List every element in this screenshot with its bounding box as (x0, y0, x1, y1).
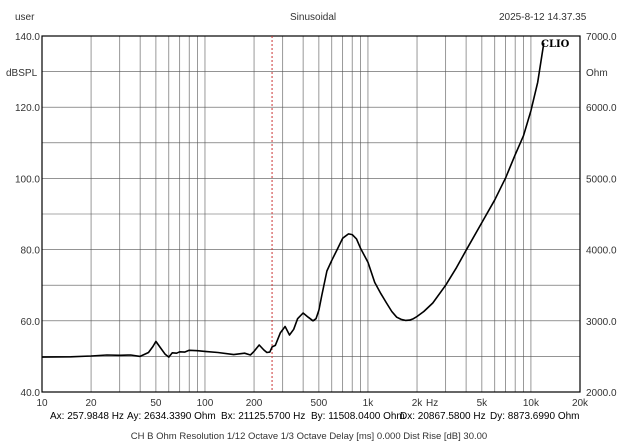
y2-tick-label: 7000.0 (586, 32, 617, 43)
y2-tick-label: 2000.0 (586, 388, 617, 399)
header-center: Sinusoidal (290, 12, 337, 23)
series-layer (41, 42, 545, 358)
x-tick-label: 2k (412, 398, 424, 409)
cursor-a-x: Ax: 257.9848 Hz (50, 411, 124, 422)
header-left: user (15, 12, 35, 23)
x-tick-label: 10 (36, 398, 48, 409)
y-tick-label: 140.0 (15, 32, 40, 43)
clio-logo: CLIO (541, 39, 570, 50)
cursor-delta-x: Dx: 20867.5800 Hz (400, 411, 486, 422)
cursor-delta-y: Dy: 8873.6990 Ohm (490, 411, 580, 422)
x-tick-label: 20k (572, 398, 589, 409)
header-right: 2025-8-12 14.37.35 (499, 12, 587, 23)
cursor-a-y: Ay: 2634.3390 Ohm (127, 411, 216, 422)
y2-tick-label: 4000.0 (586, 246, 617, 257)
cursor-readouts: Ax: 257.9848 Hz Ay: 2634.3390 Ohm Bx: 21… (0, 411, 618, 425)
x-tick-label: 10k (523, 398, 540, 409)
x-tick-label: 20 (85, 398, 97, 409)
cursor-b-x: Bx: 21125.5700 Hz (221, 411, 306, 422)
y-tick-label: 40.0 (21, 388, 41, 399)
x-tick-label: 50 (150, 398, 162, 409)
y-tick-label: 100.0 (15, 174, 40, 185)
tick-labels: 10 20 50 100 200 500 1k 2k 5k 10k 20k 40.0 60.0 80.0 1… (15, 32, 617, 409)
impedance-curve (41, 42, 545, 358)
y2-axis-label: Ohm (586, 68, 608, 79)
x-tick-label: 100 (197, 398, 214, 409)
y2-tick-label: 3000.0 (586, 317, 617, 328)
y-tick-label: 80.0 (21, 246, 41, 257)
y-axis-label: dBSPL (6, 68, 38, 79)
x-tick-label: 1k (363, 398, 375, 409)
y-tick-label: 120.0 (15, 103, 40, 114)
plot-frame (41, 35, 581, 393)
x-tick-label: 200 (246, 398, 263, 409)
y2-tick-label: 6000.0 (586, 103, 617, 114)
y2-tick-label: 5000.0 (586, 174, 617, 185)
cursor-b-y: By: 11508.0400 Ohm (311, 411, 405, 422)
y-tick-label: 60.0 (21, 317, 41, 328)
x-axis-unit: Hz (426, 398, 438, 409)
grid (41, 35, 581, 393)
x-tick-label: 500 (311, 398, 328, 409)
x-tick-label: 5k (477, 398, 489, 409)
measurement-settings: CH B Ohm Resolution 1/12 Octave 1/3 Octa… (130, 431, 488, 442)
